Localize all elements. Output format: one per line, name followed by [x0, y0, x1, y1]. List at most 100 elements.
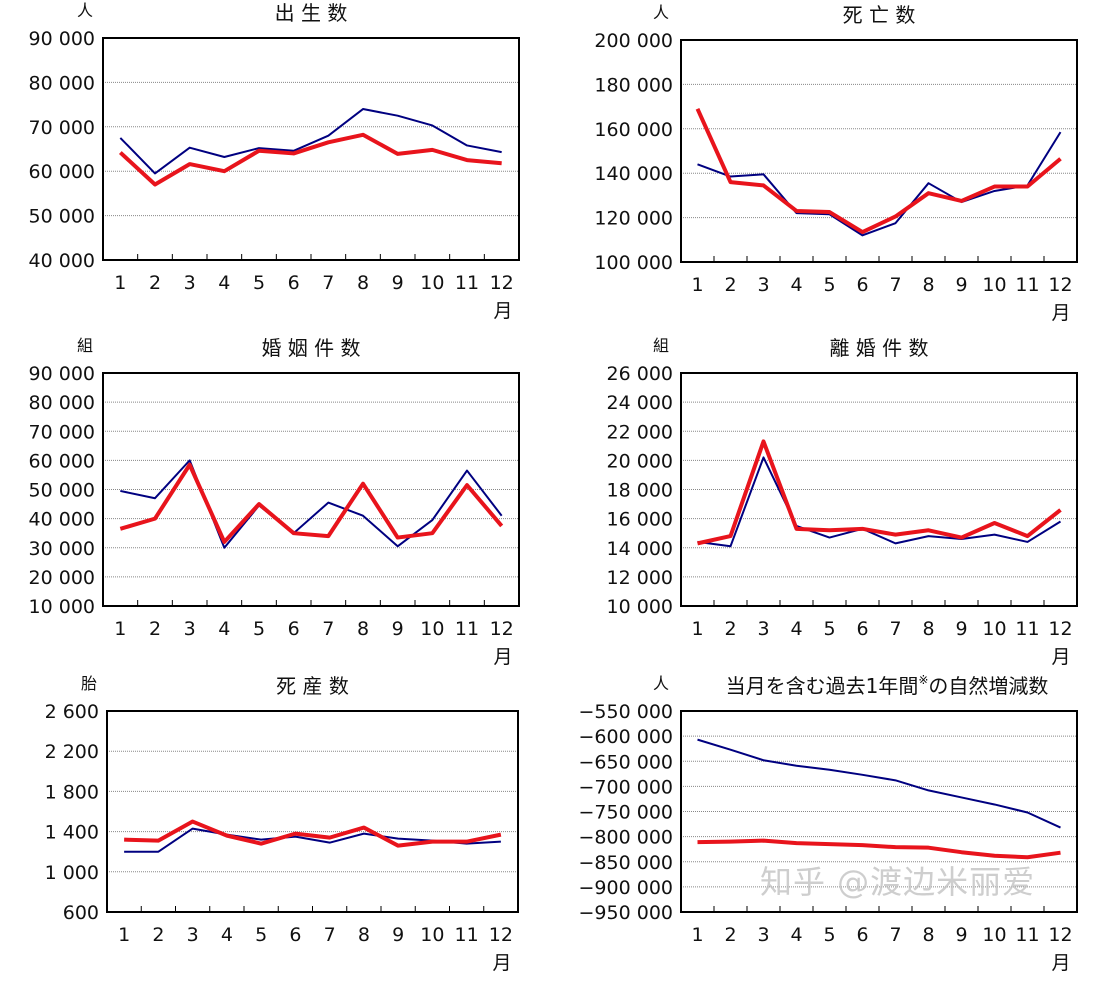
- x-tick-label: 3: [757, 618, 769, 640]
- chart-4: 10 000 12 000 14 000 16 000 18 000 20 000 22 0…: [607, 336, 1078, 668]
- y-tick-label: 10 000: [607, 596, 673, 618]
- chart-title: 当月を含む過去1年間※の自然増減数: [726, 673, 1049, 698]
- x-tick-label: 9: [392, 924, 404, 946]
- plot-frame: [102, 372, 520, 607]
- y-tick-label: 1 000: [45, 862, 99, 884]
- y-tick-label: 50 000: [29, 206, 95, 228]
- y-tick-label: 90 000: [29, 28, 95, 50]
- y-tick-label: 70 000: [29, 117, 95, 139]
- x-tick-label: 2: [149, 618, 161, 640]
- x-tick-label: 7: [324, 924, 336, 946]
- x-tick-label: 1: [691, 618, 703, 640]
- y-tick-label: 180 000: [594, 74, 673, 96]
- x-tick-label: 9: [955, 618, 967, 640]
- chart-title: 離 婚 件 数: [829, 336, 928, 360]
- x-tick-label: 5: [823, 924, 835, 946]
- x-tick-label: 11: [1015, 274, 1039, 296]
- x-tick-label: 5: [253, 272, 265, 294]
- unit-label: 胎: [81, 674, 97, 693]
- y-tick-label: −550 000: [579, 701, 674, 723]
- x-tick-label: 3: [184, 272, 196, 294]
- x-tick-label: 3: [757, 274, 769, 296]
- series-line-blue: [697, 456, 1062, 548]
- x-tick-label: 1: [114, 618, 126, 640]
- x-tick-label: 8: [922, 924, 934, 946]
- x-tick-label: 4: [790, 924, 802, 946]
- series-line-red: [124, 819, 502, 848]
- y-tick-label: 70 000: [29, 421, 95, 443]
- x-tick-label: 6: [856, 924, 868, 946]
- y-tick-label: 20 000: [607, 450, 673, 472]
- series-line-red: [695, 107, 1062, 235]
- chart-2: 100 000 120 000 140 000 160 000 180 000 200 0…: [594, 3, 1078, 324]
- y-tick-label: −600 000: [579, 726, 674, 748]
- x-tick-label: 3: [187, 924, 199, 946]
- y-tick-label: 120 000: [594, 208, 673, 230]
- x-tick-label: 5: [255, 924, 267, 946]
- x-tick-label: 5: [253, 618, 265, 640]
- x-tick-label: 7: [322, 618, 334, 640]
- x-tick-label: 10: [982, 924, 1006, 946]
- series-line-blue: [119, 108, 502, 175]
- y-tick-label: 12 000: [607, 567, 673, 589]
- x-tick-label: 1: [114, 272, 126, 294]
- x-tick-label: 8: [358, 924, 370, 946]
- x-tick-label: 4: [790, 274, 802, 296]
- x-unit-label: 月: [493, 646, 512, 668]
- plot-frame: [680, 39, 1078, 263]
- x-tick-label: 9: [955, 274, 967, 296]
- x-tick-label: 6: [856, 274, 868, 296]
- x-tick-label: 8: [922, 618, 934, 640]
- x-tick-label: 5: [823, 274, 835, 296]
- y-tick-label: 600: [63, 902, 99, 924]
- x-tick-label: 10: [982, 274, 1006, 296]
- x-tick-label: 11: [455, 618, 479, 640]
- y-tick-label: −650 000: [579, 751, 674, 773]
- x-tick-label: 4: [221, 924, 233, 946]
- plot-frame: [102, 37, 520, 261]
- chart-5: 600 1 000 1 400 1 800 2 200 2 600 1 2 3 4 5 6 7 8 9 10 1…: [45, 674, 519, 974]
- x-tick-label: 2: [149, 272, 161, 294]
- x-tick-label: 10: [420, 272, 444, 294]
- x-tick-label: 12: [1048, 274, 1072, 296]
- x-tick-label: 9: [392, 618, 404, 640]
- x-tick-label: 12: [489, 924, 513, 946]
- x-tick-label: 1: [118, 924, 130, 946]
- unit-label: 人: [653, 3, 669, 22]
- x-tick-label: 11: [1015, 618, 1039, 640]
- y-tick-label: 20 000: [29, 567, 95, 589]
- x-tick-label: 8: [357, 618, 369, 640]
- x-tick-label: 11: [1015, 924, 1039, 946]
- y-tick-label: −950 000: [579, 902, 674, 924]
- x-tick-label: 7: [889, 618, 901, 640]
- series-line-red: [697, 838, 1061, 860]
- title-main: 当月を含む過去1年間: [726, 674, 919, 698]
- x-tick-label: 2: [724, 618, 736, 640]
- title-mark: ※: [918, 673, 928, 687]
- y-tick-label: −900 000: [579, 877, 674, 899]
- y-tick-label: 160 000: [594, 119, 673, 141]
- y-tick-label: 16 000: [607, 509, 673, 531]
- chart-title: 出 生 数: [275, 1, 348, 25]
- y-tick-label: 1 800: [45, 781, 99, 803]
- y-tick-label: 140 000: [594, 163, 673, 185]
- x-tick-label: 3: [184, 618, 196, 640]
- series-line-red: [697, 439, 1062, 546]
- y-tick-label: 50 000: [29, 480, 95, 502]
- x-tick-label: 2: [724, 924, 736, 946]
- x-tick-label: 7: [889, 924, 901, 946]
- y-tick-label: 1 400: [45, 822, 99, 844]
- chart-6: −950 000 −900 000 −850 000 −800 000 −750 000…: [579, 673, 1078, 974]
- plot-frame: [106, 710, 519, 913]
- x-unit-label: 月: [1051, 952, 1070, 974]
- x-unit-label: 月: [493, 300, 512, 322]
- chart-title: 婚 姻 件 数: [261, 336, 360, 360]
- y-tick-label: 60 000: [29, 450, 95, 472]
- x-tick-label: 6: [289, 924, 301, 946]
- x-tick-label: 1: [691, 924, 703, 946]
- x-tick-label: 2: [152, 924, 164, 946]
- plot-frame: [680, 710, 1078, 913]
- x-tick-label: 12: [490, 618, 514, 640]
- y-tick-label: −700 000: [579, 776, 674, 798]
- series-line-red: [119, 462, 504, 544]
